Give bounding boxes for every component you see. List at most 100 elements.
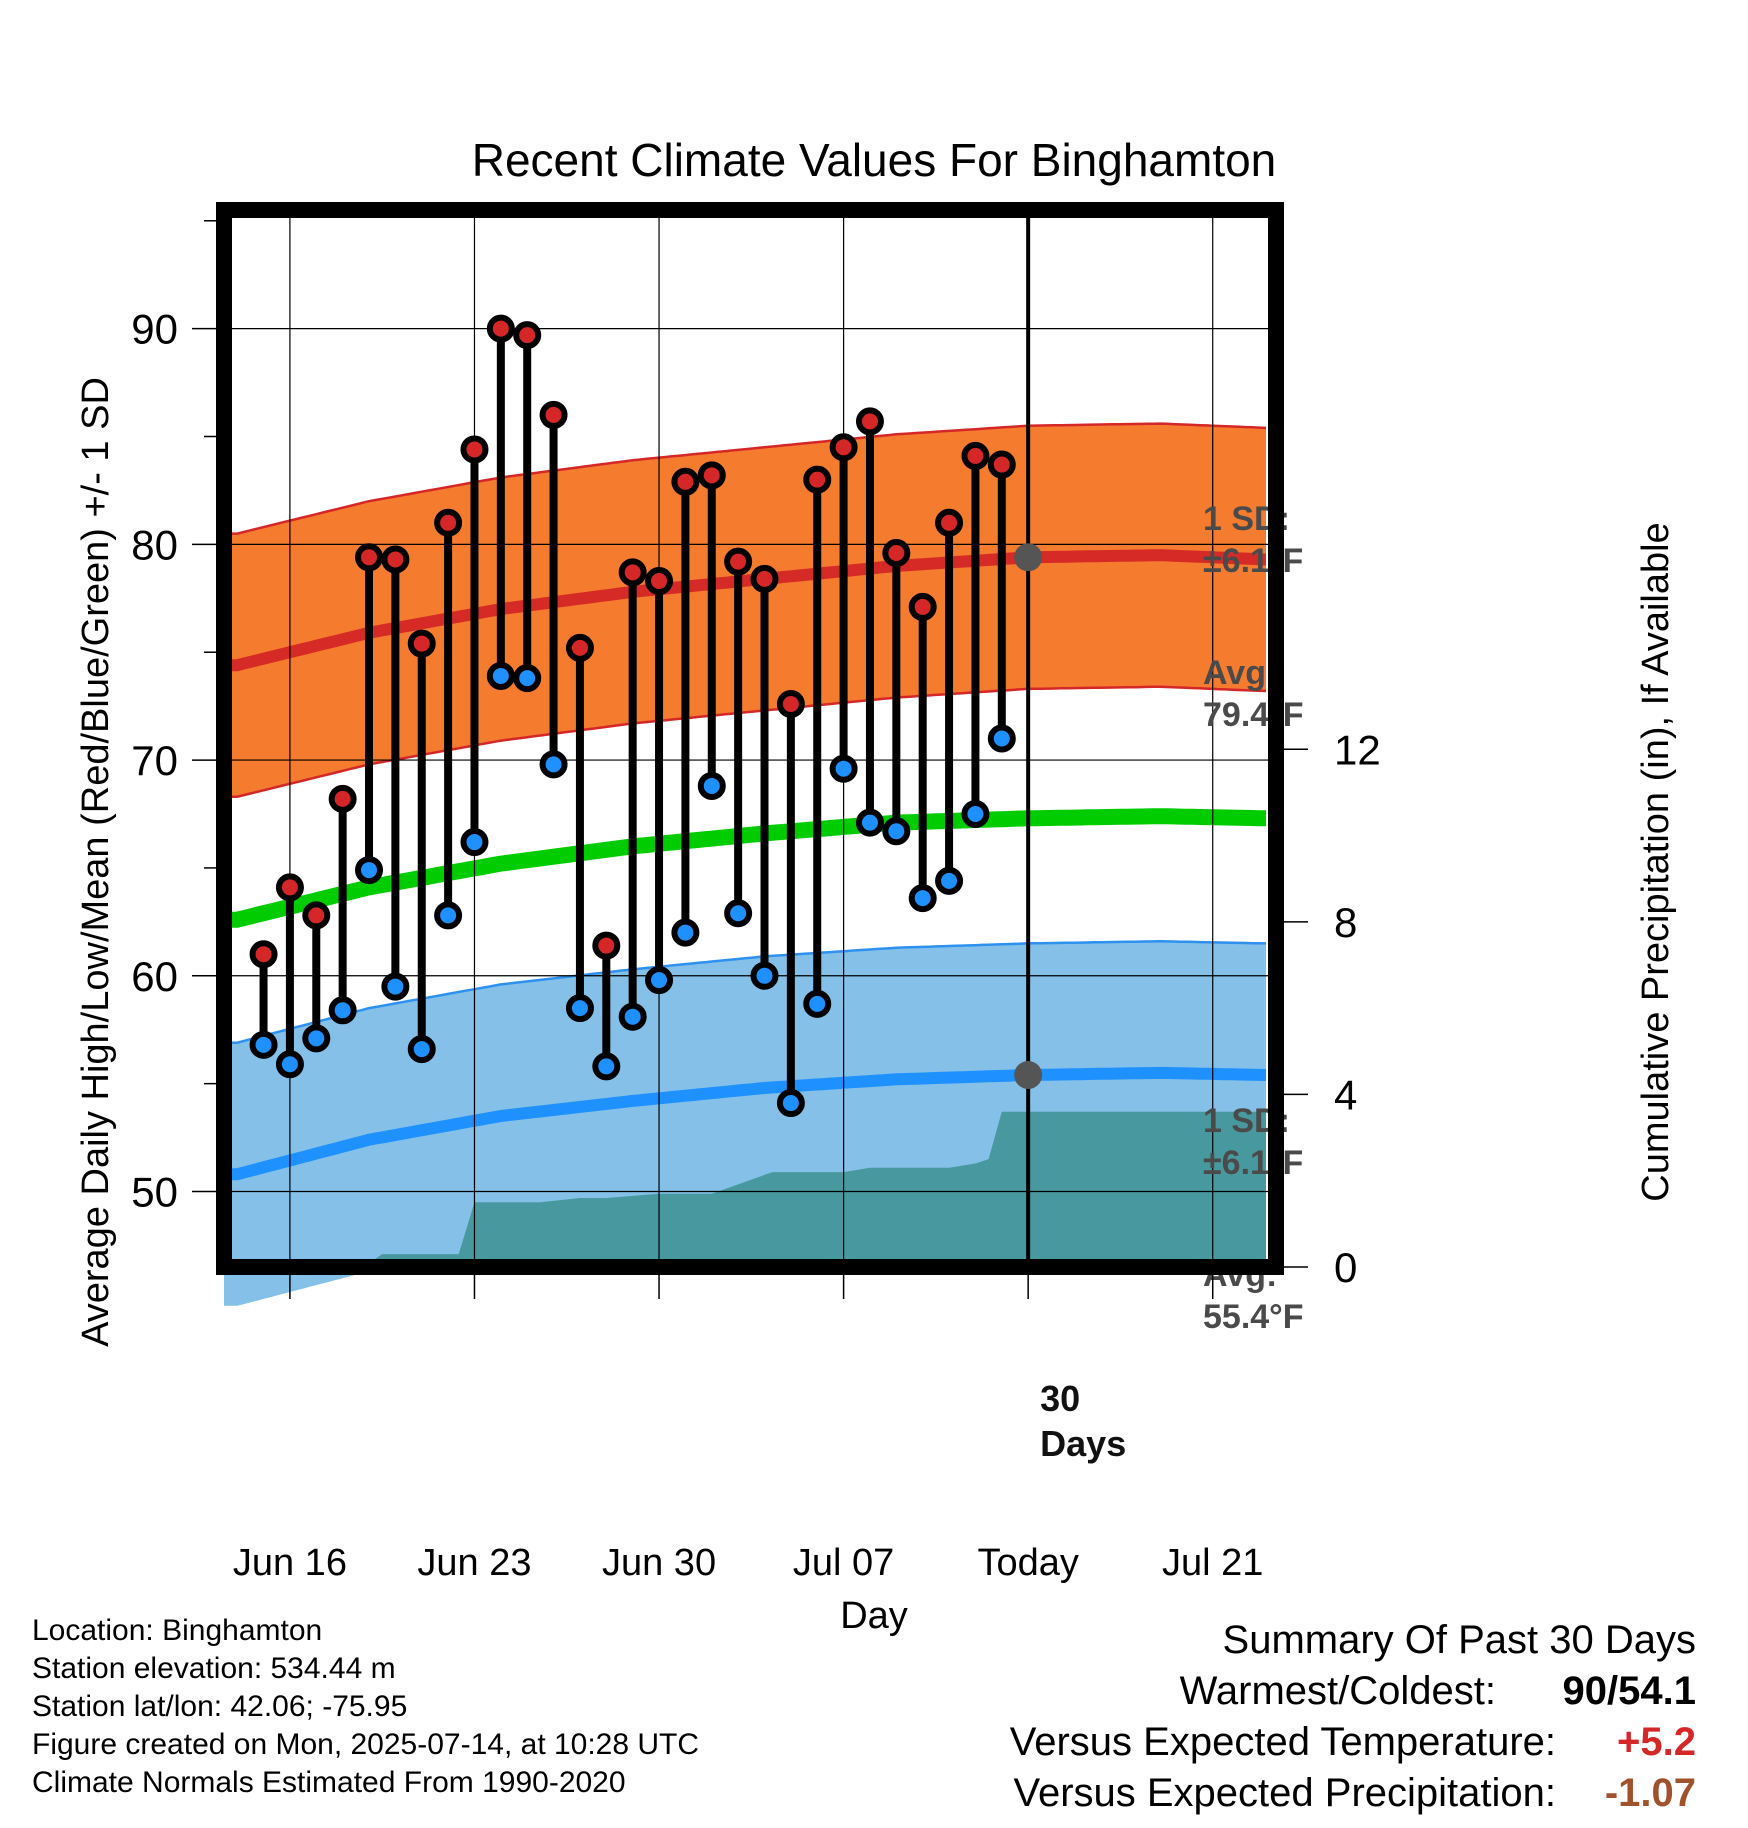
daily-high-point: [486, 314, 515, 343]
precip-row: Versus Expected Precipitation: -1.07: [936, 1771, 1696, 1822]
daily-low-point: [407, 1035, 436, 1064]
chart-title: Recent Climate Values For Binghamton: [472, 134, 1277, 186]
daily-high-point: [935, 508, 964, 537]
station-info: Location: Binghamton Station elevation: …: [32, 1612, 699, 1802]
x-tick-label: Jun 16: [233, 1542, 347, 1584]
daily-low-point: [539, 750, 568, 779]
daily-high-point: [697, 461, 726, 490]
warmest-label: Warmest/Coldest:: [1179, 1669, 1496, 1713]
normal-low-line: [224, 1066, 1266, 1181]
daily-low-point: [565, 994, 594, 1023]
daily-high-point: [592, 931, 621, 960]
daily-low-point: [987, 724, 1016, 753]
created-text: Figure created on Mon, 2025-07-14, at 10…: [32, 1728, 700, 1761]
y-tick-label: 80: [131, 521, 178, 568]
daily-high-point: [855, 407, 884, 436]
summary-title: Summary Of Past 30 Days: [1222, 1618, 1696, 1662]
daily-low-point: [776, 1089, 805, 1118]
daily-high-point: [434, 508, 463, 537]
normals-text: Climate Normals Estimated From 1990-2020: [32, 1766, 626, 1799]
daily-low-point: [381, 972, 410, 1001]
y-tick-label: 50: [131, 1169, 178, 1216]
daily-high-point: [908, 592, 937, 621]
daily-low-point: [460, 828, 489, 857]
daily-low-point: [882, 817, 911, 846]
y2-tick-label: 12: [1334, 726, 1381, 773]
x-tick-label: Today: [977, 1542, 1078, 1584]
daily-low-point: [328, 996, 357, 1025]
daily-high-point: [539, 400, 568, 429]
daily-high-point: [750, 564, 779, 593]
high-sd-annotation-value: ±6.1°F: [1203, 542, 1303, 580]
daily-low-point: [275, 1050, 304, 1079]
x-tick-label: Jul 21: [1162, 1542, 1263, 1584]
y-axis-label: Average Daily High/Low/Mean (Red/Blue/Gr…: [75, 377, 117, 1347]
daily-low-point: [645, 966, 674, 995]
y2-tick-label: 4: [1334, 1071, 1357, 1118]
daily-high-point: [460, 435, 489, 464]
daily-high-point: [987, 450, 1016, 479]
warmest-row: Warmest/Coldest: 90/54.1: [936, 1669, 1696, 1720]
precip-label: Versus Expected Precipitation:: [1013, 1771, 1556, 1815]
low-avg-annotation-value: 55.4°F: [1203, 1298, 1304, 1336]
daily-high-point: [724, 547, 753, 576]
daily-low-point: [486, 661, 515, 690]
daily-low-point: [908, 884, 937, 913]
daily-low-point: [434, 901, 463, 930]
daily-low-point: [513, 664, 542, 693]
temp-label: Versus Expected Temperature:: [1009, 1720, 1556, 1764]
y2-tick-label: 0: [1334, 1244, 1357, 1291]
daily-low-point: [750, 961, 779, 990]
daily-high-point: [671, 467, 700, 496]
high-avg-annotation-value: 79.4°F: [1203, 696, 1304, 734]
daily-high-point: [961, 441, 990, 470]
elevation-text: Station elevation: 534.44 m: [32, 1652, 396, 1685]
precipitation-area: [224, 1111, 1266, 1267]
daily-low-point: [592, 1052, 621, 1081]
temp-row: Versus Expected Temperature: +5.2: [936, 1720, 1696, 1771]
y-tick-label: 60: [131, 953, 178, 1000]
daily-high-point: [645, 567, 674, 596]
daily-high-point: [618, 558, 647, 587]
daily-high-point: [355, 543, 384, 572]
today-low-normal-marker: [1014, 1061, 1043, 1090]
daily-high-point: [381, 545, 410, 574]
daily-low-point: [697, 771, 726, 800]
daily-high-point: [776, 689, 805, 718]
daily-high-point: [275, 873, 304, 902]
summary-panel: Summary Of Past 30 Days Warmest/Coldest:…: [936, 1618, 1696, 1822]
daily-high-point: [882, 538, 911, 567]
high-band-upper-edge: [224, 422, 1266, 535]
precip-value: -1.07: [1604, 1771, 1696, 1815]
daily-low-point: [829, 754, 858, 783]
daily-low-point: [855, 808, 884, 837]
x-tick-label: Jun 30: [602, 1542, 716, 1584]
daily-low-point: [935, 866, 964, 895]
y2-axis-label: Cumulative Precipitation (in), If Availa…: [1635, 522, 1677, 1201]
daily-low-point: [961, 800, 990, 828]
days-annotation-number: 30: [1040, 1378, 1080, 1419]
days-annotation-label: Days: [1040, 1423, 1126, 1464]
daily-low-point: [803, 989, 832, 1018]
daily-low-point: [355, 856, 384, 885]
today-high-normal-marker: [1014, 543, 1043, 572]
daily-high-point: [803, 465, 832, 494]
x-axis-label: Day: [840, 1595, 908, 1637]
location-text: Location: Binghamton: [32, 1614, 323, 1647]
daily-low-point: [302, 1024, 331, 1053]
warmest-value: 90/54.1: [1562, 1669, 1696, 1713]
x-tick-label: Jun 23: [417, 1542, 531, 1584]
low-sd-annotation-value: ±6.1°F: [1203, 1144, 1303, 1182]
high-avg-annotation-label: Avg:: [1203, 654, 1277, 692]
y-tick-label: 70: [131, 737, 178, 784]
summary-title-row: Summary Of Past 30 Days: [936, 1618, 1696, 1669]
x-tick-label: Jul 07: [793, 1542, 894, 1584]
temp-value: +5.2: [1617, 1720, 1696, 1764]
y-tick-label: 90: [131, 306, 178, 353]
plot-frame: [216, 202, 1284, 1275]
latlon-text: Station lat/lon: 42.06; -75.95: [32, 1690, 408, 1723]
daily-high-point: [302, 901, 331, 930]
daily-low-point: [249, 1030, 278, 1059]
